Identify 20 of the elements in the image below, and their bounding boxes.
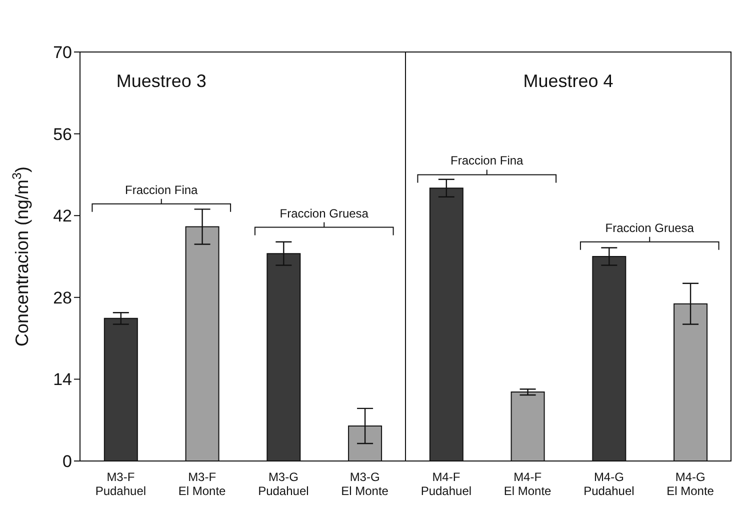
annotation: Fraccion Fina bbox=[450, 154, 524, 168]
x-tick-label: M4-F Pudahuel bbox=[420, 470, 472, 498]
x-tick-label: M4-G Pudahuel bbox=[584, 470, 634, 498]
x-tick-label: M3-G Pudahuel bbox=[258, 470, 309, 498]
y-tick-label: 0 bbox=[62, 452, 72, 472]
y-tick-label: 56 bbox=[53, 124, 72, 144]
y-tick-label: 14 bbox=[53, 370, 72, 390]
annotation: Muestreo 4 bbox=[523, 71, 614, 92]
annotation: Fraccion Gruesa bbox=[280, 206, 369, 220]
annotation: Muestreo 3 bbox=[116, 71, 206, 92]
y-tick-label: 70 bbox=[53, 43, 72, 62]
y-tick-label: 28 bbox=[53, 288, 72, 308]
y-tick-label: 42 bbox=[53, 206, 72, 226]
x-tick-label: M3-F Pudahuel bbox=[95, 470, 146, 498]
x-tick-label: M3-G El Monte bbox=[341, 470, 389, 498]
x-tick-label: M3-F El Monte bbox=[178, 470, 226, 498]
x-tick-label: M4-F El Monte bbox=[504, 470, 552, 498]
annotation: Fraccion Fina bbox=[125, 182, 198, 197]
annotation: Fraccion Gruesa bbox=[605, 220, 694, 235]
x-tick-label: M4-G El Monte bbox=[666, 470, 714, 498]
